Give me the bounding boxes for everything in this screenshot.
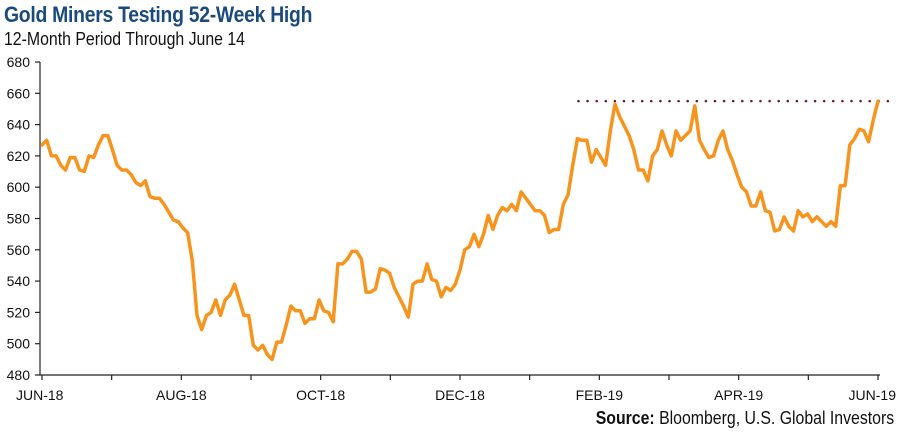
source-text: Bloomberg, U.S. Global Investors bbox=[654, 408, 894, 428]
x-tick-label: DEC-18 bbox=[435, 387, 485, 403]
series-line-gold-miners bbox=[40, 99, 880, 362]
y-tick-label: 500 bbox=[7, 336, 31, 352]
y-tick-label: 660 bbox=[7, 85, 31, 101]
y-tick-label: 640 bbox=[7, 117, 31, 133]
x-tick-label: OCT-18 bbox=[296, 387, 345, 403]
x-tick-label: JUN-19 bbox=[849, 387, 897, 403]
source-label: Source: bbox=[595, 408, 655, 428]
y-tick-label: 580 bbox=[7, 211, 31, 227]
y-tick-label: 540 bbox=[7, 273, 31, 289]
axes: 480 500 520 540 560 580 600 620 640 660 680 JUN-18 A… bbox=[7, 54, 897, 403]
x-tick-label: APR-19 bbox=[714, 387, 763, 403]
y-tick-label: 600 bbox=[7, 179, 31, 195]
y-tick-label: 480 bbox=[7, 367, 31, 383]
chart-title: Gold Miners Testing 52-Week High bbox=[4, 2, 313, 27]
x-tick-label: JUN-18 bbox=[16, 387, 64, 403]
x-tick-label: AUG-18 bbox=[156, 387, 207, 403]
y-tick-label: 680 bbox=[7, 54, 31, 70]
x-tick-label: FEB-19 bbox=[576, 387, 624, 403]
y-tick-label: 560 bbox=[7, 242, 31, 258]
chart-subtitle: 12-Month Period Through June 14 bbox=[4, 29, 245, 49]
series-group bbox=[40, 99, 880, 362]
y-tick-label: 520 bbox=[7, 304, 31, 320]
y-tick-label: 620 bbox=[7, 148, 31, 164]
source-note: Source: Bloomberg, U.S. Global Investors bbox=[596, 408, 894, 429]
